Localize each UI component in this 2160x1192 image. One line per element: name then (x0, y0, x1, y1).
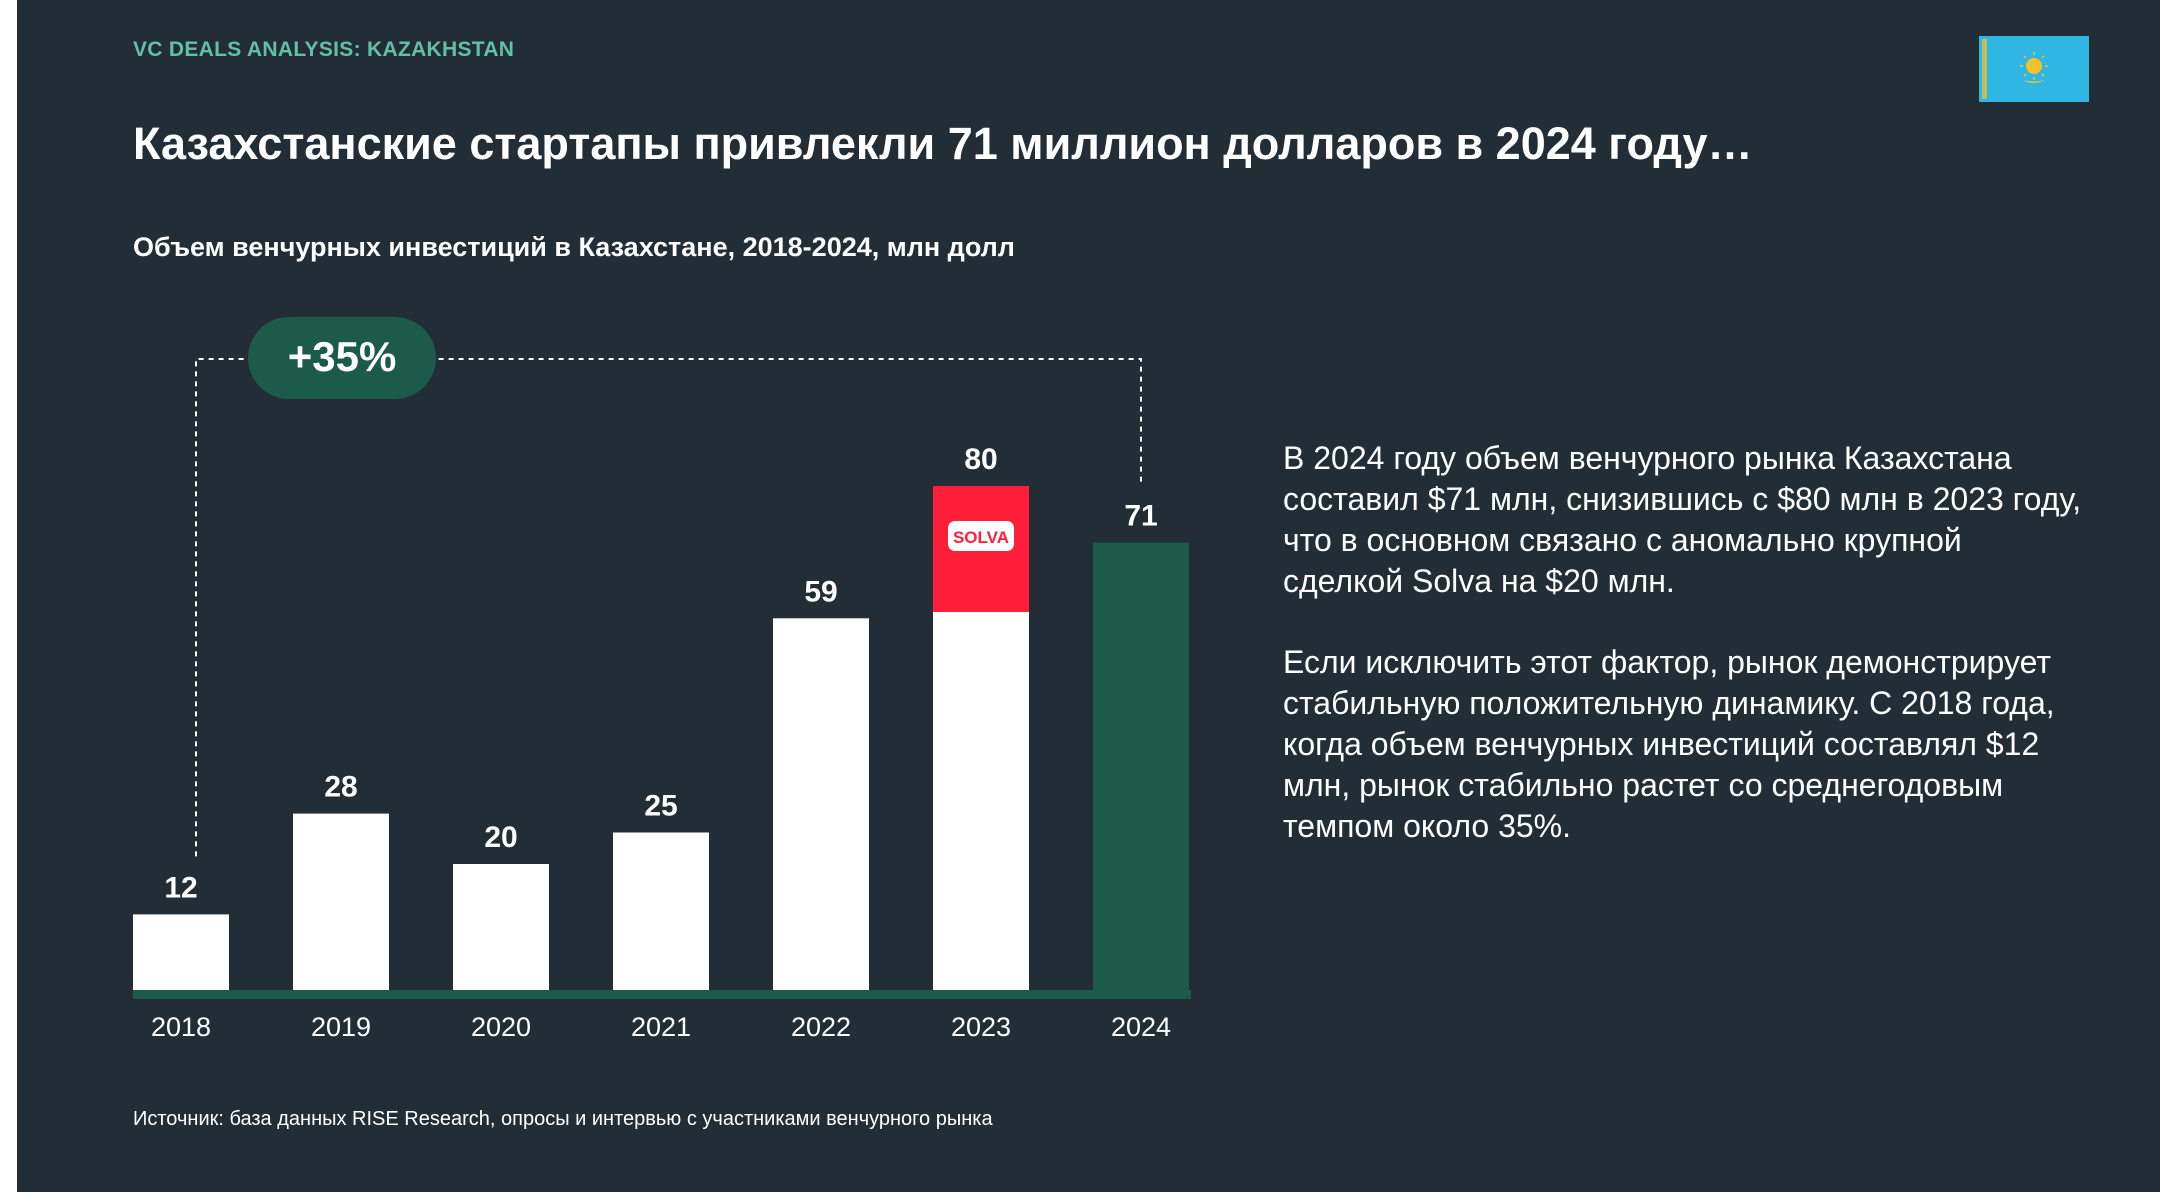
x-tick-2022: 2022 (791, 1012, 851, 1042)
growth-pill (248, 317, 436, 399)
slide: VC DEALS ANALYSIS: KAZAKHSTAN Казахстанс… (17, 0, 2160, 1192)
commentary: В 2024 году объем венчурного рынка Казах… (1283, 438, 2083, 887)
commentary-paragraph-1: В 2024 году объем венчурного рынка Казах… (1283, 440, 2082, 599)
source-note: Источник: база данных RISE Research, опр… (133, 1108, 993, 1130)
commentary-paragraph-2: Если исключить этот фактор, рынок демонс… (1283, 644, 2055, 844)
solva-logo-label: SOLVA (953, 528, 1009, 547)
page-title: Казахстанские стартапы привлекли 71 милл… (133, 118, 1753, 169)
data-label-2022: 59 (804, 575, 837, 608)
data-label-2024: 71 (1124, 500, 1157, 533)
data-label-2019: 28 (324, 771, 357, 804)
kazakhstan-flag-icon (1979, 36, 2089, 102)
bar-2018 (133, 914, 229, 990)
x-tick-2023: 2023 (951, 1012, 1011, 1042)
bar-2024 (1093, 542, 1189, 999)
bar-2022 (773, 618, 869, 990)
bar-2019 (293, 813, 389, 990)
chart-baseline (133, 990, 1191, 999)
x-tick-2021: 2021 (631, 1012, 691, 1042)
solva-logo (948, 521, 1014, 551)
growth-label: +35% (288, 333, 397, 380)
kicker-label: VC DEALS ANALYSIS: KAZAKHSTAN (133, 38, 515, 61)
growth-bracket (195, 358, 1142, 857)
bar-2021 (613, 832, 709, 990)
x-tick-2019: 2019 (311, 1012, 371, 1042)
x-tick-2020: 2020 (471, 1012, 531, 1042)
bar-2020 (453, 864, 549, 990)
chart-title: Объем венчурных инвестиций в Казахстане,… (133, 232, 1015, 262)
data-label-2023: 80 (964, 443, 997, 476)
x-tick-2018: 2018 (151, 1012, 211, 1042)
data-label-2020: 20 (484, 821, 517, 854)
data-label-2018: 12 (164, 871, 197, 904)
x-tick-2024: 2024 (1111, 1012, 1171, 1042)
data-label-2021: 25 (644, 790, 677, 823)
bar-chart: 122018282019202020252021592022SOLVA80202… (133, 317, 1191, 1042)
